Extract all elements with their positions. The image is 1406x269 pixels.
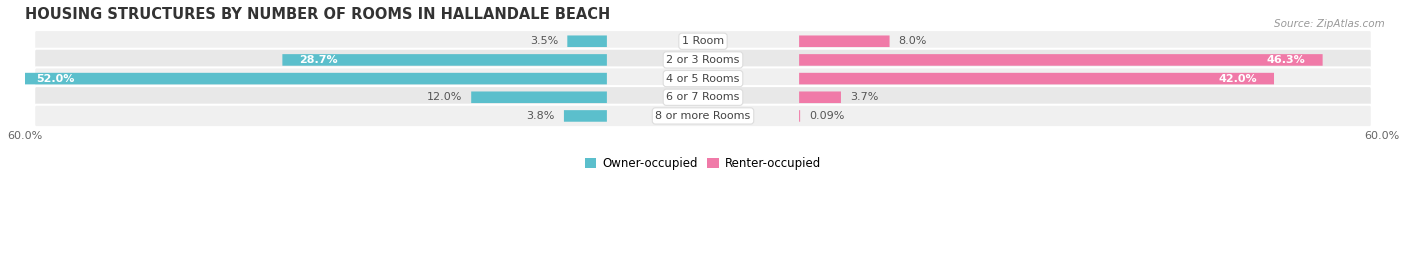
FancyBboxPatch shape bbox=[799, 73, 1274, 84]
FancyBboxPatch shape bbox=[34, 49, 1372, 71]
Text: 0.09%: 0.09% bbox=[810, 111, 845, 121]
Text: 28.7%: 28.7% bbox=[299, 55, 337, 65]
FancyBboxPatch shape bbox=[283, 54, 607, 66]
Text: 4 or 5 Rooms: 4 or 5 Rooms bbox=[666, 74, 740, 84]
Text: 42.0%: 42.0% bbox=[1219, 74, 1257, 84]
Text: 46.3%: 46.3% bbox=[1267, 55, 1306, 65]
FancyBboxPatch shape bbox=[799, 36, 890, 47]
Text: HOUSING STRUCTURES BY NUMBER OF ROOMS IN HALLANDALE BEACH: HOUSING STRUCTURES BY NUMBER OF ROOMS IN… bbox=[24, 7, 610, 22]
FancyBboxPatch shape bbox=[18, 73, 607, 84]
Text: 52.0%: 52.0% bbox=[37, 74, 75, 84]
FancyBboxPatch shape bbox=[471, 91, 607, 103]
Text: 1 Room: 1 Room bbox=[682, 36, 724, 46]
FancyBboxPatch shape bbox=[799, 54, 1323, 66]
Text: 6 or 7 Rooms: 6 or 7 Rooms bbox=[666, 92, 740, 102]
FancyBboxPatch shape bbox=[34, 68, 1372, 90]
Text: 8 or more Rooms: 8 or more Rooms bbox=[655, 111, 751, 121]
Text: Source: ZipAtlas.com: Source: ZipAtlas.com bbox=[1274, 19, 1385, 29]
FancyBboxPatch shape bbox=[34, 86, 1372, 108]
FancyBboxPatch shape bbox=[567, 36, 607, 47]
Text: 8.0%: 8.0% bbox=[898, 36, 927, 46]
FancyBboxPatch shape bbox=[34, 30, 1372, 52]
Legend: Owner-occupied, Renter-occupied: Owner-occupied, Renter-occupied bbox=[579, 152, 827, 175]
Text: 12.0%: 12.0% bbox=[427, 92, 463, 102]
Text: 3.7%: 3.7% bbox=[851, 92, 879, 102]
FancyBboxPatch shape bbox=[34, 105, 1372, 127]
FancyBboxPatch shape bbox=[799, 91, 841, 103]
Text: 3.8%: 3.8% bbox=[526, 111, 555, 121]
FancyBboxPatch shape bbox=[564, 110, 607, 122]
Text: 2 or 3 Rooms: 2 or 3 Rooms bbox=[666, 55, 740, 65]
Text: 3.5%: 3.5% bbox=[530, 36, 558, 46]
